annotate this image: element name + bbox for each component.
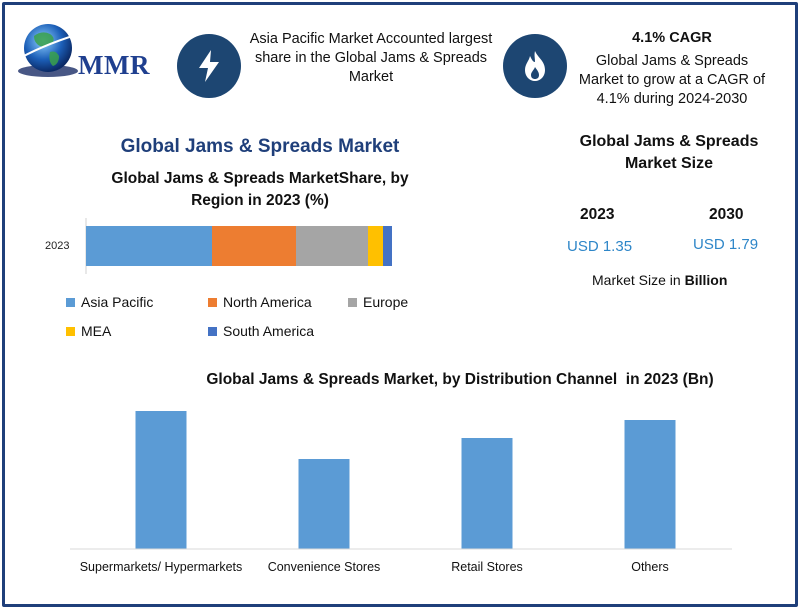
channel-category-label: Others — [631, 560, 669, 574]
channel-chart: Supermarkets/ Hypermarkets Convenience St… — [70, 411, 732, 574]
channel-bar — [624, 420, 676, 549]
market-size-title: Global Jams & Spreads Market Size — [579, 133, 759, 172]
legend-item-south-america: South America — [208, 323, 314, 339]
globe-logo-icon — [18, 24, 87, 77]
legend-swatch — [66, 326, 75, 336]
region-share-chart: 2023 — [45, 218, 392, 274]
channel-bar — [135, 411, 187, 549]
market-title: Global Jams & Spreads Market — [120, 136, 400, 157]
market-size-value-2023: USD 1.35 — [567, 238, 633, 255]
legend-item-europe: Europe — [348, 294, 408, 310]
legend-label: MEA — [81, 323, 112, 339]
market-size-year-2030: 2030 — [709, 206, 744, 223]
legend-swatch — [208, 326, 217, 336]
channel-bar — [461, 438, 513, 549]
stacked-segment-south-america — [383, 226, 392, 266]
lightning-icon — [199, 50, 219, 82]
stacked-segment-europe — [296, 226, 368, 266]
cagr-text: Global Jams & Spreads Market to grow at … — [578, 53, 766, 107]
logo-text: MMR — [78, 50, 150, 80]
region-legend: Asia Pacific North America Europe MEA So… — [66, 294, 408, 344]
stacked-segment-asia-pacific — [86, 226, 212, 266]
highlight-asia-pacific-text: Asia Pacific Market Accounted largest sh… — [249, 31, 493, 85]
stacked-segment-north-america — [212, 226, 296, 266]
legend-label: Europe — [363, 294, 409, 310]
channel-bar — [298, 459, 350, 549]
lightning-icon-badge — [177, 34, 241, 98]
legend-swatch — [208, 297, 217, 307]
region-chart-category-label: 2023 — [45, 240, 69, 252]
channel-category-label: Supermarkets/ Hypermarkets — [80, 560, 243, 574]
legend-item-north-america: North America — [208, 294, 312, 310]
region-chart-title: Global Jams & Spreads MarketShare, by Re… — [111, 170, 409, 209]
flame-icon-badge — [503, 34, 567, 98]
flame-icon — [525, 51, 545, 81]
legend-swatch — [66, 297, 75, 307]
legend-label: South America — [223, 323, 315, 339]
market-size-note-unit: Billion — [684, 272, 728, 288]
channel-chart-title: Global Jams & Spreads Market, by Distrib… — [206, 371, 714, 388]
market-size-note-prefix: Market Size in — [592, 272, 685, 288]
market-size-note: Market Size in Billion — [592, 272, 727, 288]
legend-label: Asia Pacific — [81, 294, 154, 310]
cagr-title: 4.1% CAGR — [632, 30, 712, 46]
channel-category-label: Convenience Stores — [268, 560, 381, 574]
legend-label: North America — [223, 294, 312, 310]
legend-swatch — [348, 297, 357, 307]
market-size-year-2023: 2023 — [580, 206, 615, 223]
stacked-segment-mea — [368, 226, 383, 266]
channel-category-label: Retail Stores — [451, 560, 523, 574]
market-size-value-2030: USD 1.79 — [693, 236, 759, 253]
legend-item-asia-pacific: Asia Pacific — [66, 294, 153, 310]
legend-item-mea: MEA — [66, 323, 111, 339]
